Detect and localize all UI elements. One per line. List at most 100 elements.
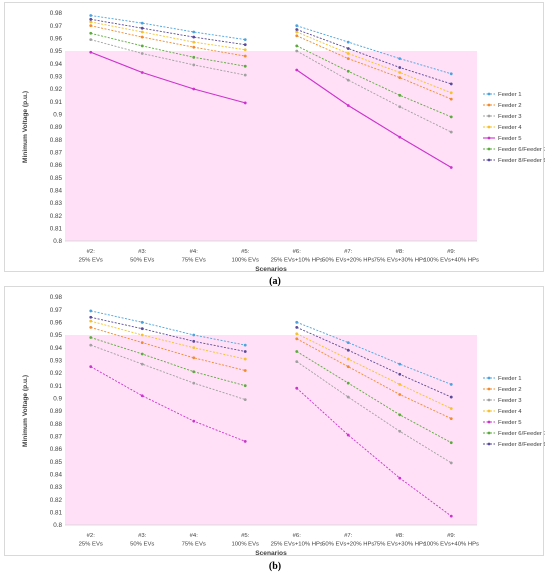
chart-b-data-point [192,333,196,337]
chart-b-data-point [192,346,196,350]
chart-b-data-point [140,352,144,356]
chart-b-series-line [90,326,246,371]
chart-a-y-tick-label: 0.95 [50,48,63,55]
chart-a-data-point [398,76,402,79]
chart-a-x-tick-label-line1: #9: [447,249,456,255]
chart-a-data-point [89,20,93,24]
chart-a-x-tick-label-line2: 25% EVs [79,258,103,264]
chart-b-x-tick-label-line2: 25% EVs [79,542,103,548]
chart-a-x-axis-label: Scenarios [255,266,287,273]
chart-b-data-point [346,348,350,352]
chart-a-x-tick-label-line2: 50% EVs [130,258,154,264]
chart-b-legend-label: Feeder 3 [498,398,522,404]
chart-a-data-point [192,30,196,34]
chart-b-data-point [243,369,247,372]
chart-a-data-point [295,30,299,34]
chart-a-y-tick-label: 0.84 [50,188,63,195]
chart-b-x-tick-label-line1: #4: [190,533,199,539]
caption-b-label: (b) [268,561,282,572]
chart-a-y-tick-label: 0.93 [50,74,63,81]
chart-a-data-point [243,54,247,58]
chart-a-data-point [449,82,453,86]
chart-a-legend-label: Feeder 4 [498,125,522,131]
chart-b-data-point [243,440,247,443]
chart-a-data-point [295,24,299,28]
chart-panel-b: 0.8 0.81 0.82 0.83 0.84 0.85 0.86 0.87 0.88 0.89 0… [4,286,545,557]
chart-b-data-point [449,383,453,386]
chart-b-data-point [346,433,350,437]
chart-a-x-tick-label-line1: #7: [344,249,353,255]
chart-a-data-point [398,105,402,109]
chart-a-data-point [295,28,299,31]
chart-b-data-point [449,514,453,518]
chart-a-x-tick-label-line2: 50% EVs+20% HPs [322,258,374,264]
chart-a-legend-label: Feeder 1 [498,92,522,98]
chart-a-series-line [296,45,452,118]
chart-a-legend-marker [487,114,491,118]
chart-b-data-point [295,326,299,329]
chart-b-data-point [346,357,350,361]
chart-b-legend-marker [487,431,491,435]
chart-a-data-point [192,40,196,44]
chart-b-data-point [192,356,196,360]
chart-a-series-line [90,18,246,46]
chart-b-legend-label: Feeder 8/Feeder 9 [498,442,545,448]
chart-a-data-point [192,63,196,67]
chart-b-legend-label: Feeder 1 [498,376,522,382]
chart-b-data-point [140,362,144,366]
chart-b-x-tick-label-line1: #6: [293,533,302,539]
chart-a-data-point [449,166,453,169]
figure-caption-a: (a) [0,276,550,287]
chart-b-legend-marker [487,442,491,446]
chart-b-data-point [295,386,299,390]
chart-a-data-point [295,49,299,53]
chart-b-x-tick-label-line2: 50% EVs [130,542,154,548]
chart-a-series-line [296,29,452,85]
chart-a-legend-label: Feeder 3 [498,114,522,120]
chart-a-data-point [449,130,453,134]
chart-b-legend-marker [487,387,491,391]
chart-b-y-tick-label: 0.87 [50,434,63,441]
chart-a-legend-label: Feeder 5 [498,136,522,142]
chart-a-data-point [346,52,350,55]
chart-b-x-tick-label-line1: #9: [447,533,456,539]
chart-b-threshold-band [65,335,477,525]
chart-a-data-point [346,69,350,73]
chart-b-legend-label: Feeder 2 [498,387,522,393]
chart-a-y-tick-label: 0.98 [50,10,63,17]
chart-a-data-point [295,44,299,48]
chart-b-x-tick-label-line2: 75% EVs+30% HPs [374,542,426,548]
chart-b-data-point [398,393,402,396]
chart-b-data-point [243,350,247,353]
chart-a-series-line [90,25,246,57]
chart-a-legend-marker [487,147,491,151]
chart-b-data-point [398,429,402,433]
chart-a-x-tick-label-line2: 100% EVs [231,258,259,264]
chart-b-data-point [449,407,453,410]
chart-a-y-tick-label: 0.89 [50,124,63,131]
chart-b-data-point [89,326,93,329]
chart-b-data-point [398,362,402,366]
chart-b-y-tick-label: 0.8 [53,522,62,529]
chart-b-data-point [346,365,350,369]
chart-b-data-point [243,357,247,361]
chart-a-legend-marker [487,125,491,129]
chart-b-data-point [398,476,402,480]
chart-a-x-tick-label-line1: #5: [241,249,250,255]
chart-b-x-axis-label: Scenarios [255,550,287,557]
chart-a-data-point [346,78,350,82]
chart-a-data-point [398,135,402,139]
chart-a-data-point [192,87,196,91]
chart-a-series-line [90,51,246,104]
chart-a-data-point [140,71,144,74]
chart-a-y-tick-label: 0.8 [53,238,62,245]
chart-b-series-line [296,326,452,398]
chart-b-y-tick-label: 0.95 [50,332,63,339]
chart-a-x-tick-label-line1: #3: [138,249,147,255]
chart-a-data-point [243,101,247,105]
chart-b-x-tick-label-line2: 25% EVs+10% HPs [271,542,323,548]
chart-a-series-line [296,50,452,133]
chart-b-x-tick-label-line1: #5: [241,533,250,539]
chart-b-y-tick-label: 0.93 [50,358,63,365]
chart-b-y-tick-label: 0.91 [50,383,63,390]
